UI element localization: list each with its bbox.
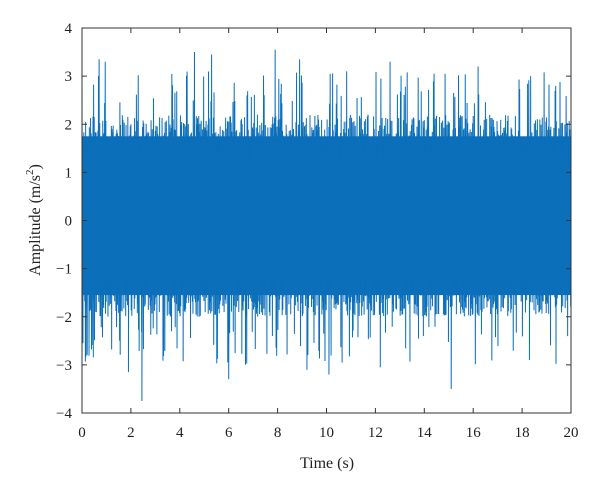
y-tick-label: 4 (65, 21, 73, 37)
y-axis-label-superscript: 2 (24, 169, 36, 175)
y-tick-label: −4 (56, 406, 72, 422)
x-tick-label: 8 (274, 425, 282, 441)
y-tick-label: 0 (65, 214, 73, 230)
x-tick-label: 16 (466, 425, 482, 441)
y-tick-label: −1 (56, 262, 72, 278)
y-tick-label: 1 (65, 165, 73, 181)
signal-series-line (82, 49, 571, 401)
x-tick-label: 0 (78, 425, 86, 441)
x-tick-label: 14 (417, 425, 433, 441)
x-tick-label: 4 (176, 425, 184, 441)
axes (81, 27, 572, 414)
y-tick-label: 3 (65, 69, 73, 85)
x-tick-label: 12 (368, 425, 383, 441)
x-tick-label: 6 (225, 425, 233, 441)
x-tick-label: 20 (564, 425, 579, 441)
y-tick-label: 2 (65, 117, 73, 133)
x-tick-label: 10 (319, 425, 334, 441)
x-axis-label: Time (s) (300, 455, 354, 472)
x-tick-label: 2 (127, 425, 135, 441)
y-tick-label: −2 (56, 310, 72, 326)
y-axis-label-tail: ) (27, 164, 44, 169)
plot-area (82, 49, 571, 401)
x-tick-label: 18 (515, 425, 530, 441)
y-tick-label: −3 (56, 358, 72, 374)
y-axis-label: Amplitude (m/s2) (24, 164, 44, 276)
